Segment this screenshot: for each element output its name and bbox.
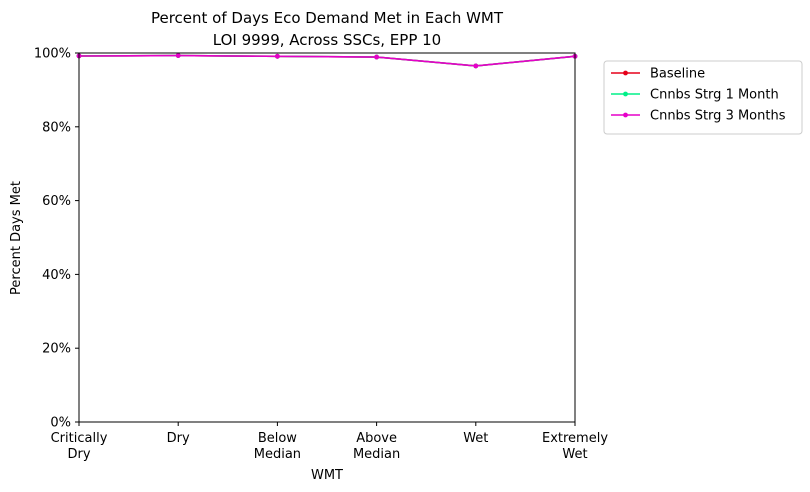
chart-subtitle: LOI 9999, Across SSCs, EPP 10 — [213, 31, 441, 49]
x-tick-label: Extremely Wet — [542, 431, 608, 462]
x-tick-label: Above Median — [353, 431, 400, 462]
y-axis-label: Percent Days Met — [9, 181, 24, 295]
data-point — [374, 54, 379, 60]
y-tick-label: 20% — [42, 342, 71, 357]
data-point — [473, 63, 479, 69]
x-tick-label: Critically Dry — [51, 431, 108, 462]
x-tick-label: Below Median — [254, 431, 301, 462]
x-tick-label-line: Below — [258, 431, 297, 446]
x-tick-label-line: Dry — [167, 431, 190, 446]
legend: Baseline Cnnbs Strg 1 Month Cnnbs Strg 3 M… — [603, 60, 803, 135]
x-tick-label-line: Wet — [463, 431, 488, 446]
y-tick-label: 0% — [50, 416, 71, 431]
y-tick-label: 100% — [34, 47, 71, 62]
legend-label: Cnnbs Strg 3 Months — [650, 109, 786, 124]
plot-frame — [78, 52, 576, 423]
legend-label: Baseline — [650, 67, 705, 82]
legend-marker — [623, 112, 628, 118]
y-tick-label: 40% — [42, 268, 71, 283]
y-tick-label: 80% — [42, 120, 71, 135]
y-tick-label: 60% — [42, 194, 71, 209]
legend-marker — [623, 91, 628, 97]
legend-label: Cnnbs Strg 1 Month — [650, 88, 779, 103]
data-point — [175, 53, 181, 58]
x-tick-label-line: Extremely — [542, 431, 608, 446]
legend-marker — [623, 70, 628, 76]
x-tick-label-line: Dry — [67, 447, 90, 462]
x-tick-label-line: Median — [254, 447, 301, 462]
chart-title: Percent of Days Eco Demand Met in Each W… — [151, 9, 504, 27]
x-tick-label: Wet — [463, 431, 488, 446]
x-tick-label: Dry — [167, 431, 190, 446]
x-tick-label-line: Above — [356, 431, 397, 446]
x-tick-label-line: Critically — [51, 431, 108, 446]
x-tick-label-line: Wet — [562, 447, 587, 462]
x-tick-label-line: Median — [353, 447, 400, 462]
x-axis-label: WMT — [311, 468, 343, 483]
legend-frame — [603, 60, 803, 135]
data-point — [275, 53, 280, 59]
series-line — [78, 54, 576, 67]
